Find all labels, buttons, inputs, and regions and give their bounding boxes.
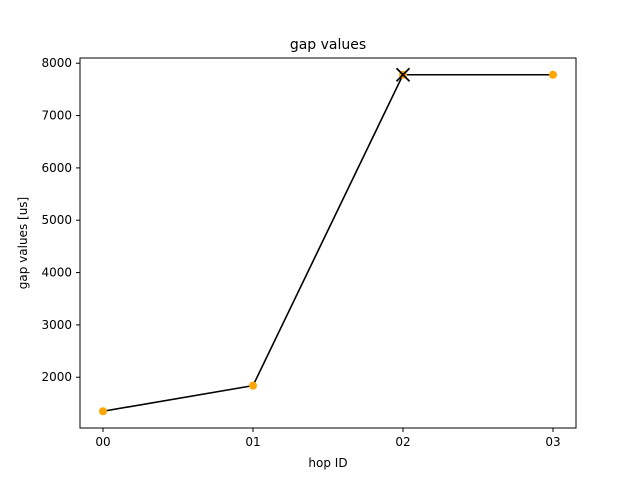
data-point: [249, 381, 257, 390]
series-line: [102, 73, 553, 413]
y-tick-label: 2000: [41, 370, 72, 384]
y-tick-label: 7000: [41, 109, 72, 123]
x-tick-label: 00: [95, 435, 110, 449]
x-axis-title: hop ID: [308, 456, 347, 470]
highlight-marker-stroke: [395, 67, 411, 82]
y-tick-label: 3000: [41, 318, 72, 332]
x-tick-label: 02: [395, 435, 410, 449]
data-point: [549, 70, 557, 79]
y-tick-label: 4000: [41, 266, 72, 280]
y-tick-label: 5000: [41, 213, 72, 227]
chart-title: gap values: [290, 37, 366, 53]
data-point: [99, 407, 107, 416]
y-axis-title: gap values [us]: [16, 197, 30, 289]
x-tick-label: 03: [545, 435, 560, 449]
highlight-marker: [395, 67, 411, 82]
plot-frame: [79, 57, 577, 429]
y-tick-label: 8000: [41, 56, 72, 70]
x-tick-label: 01: [245, 435, 260, 449]
y-tick-label: 6000: [41, 161, 72, 175]
plot-area: 00 01 02 03 2000 3000 4000 5000 6000 7000 8000: [41, 56, 560, 449]
